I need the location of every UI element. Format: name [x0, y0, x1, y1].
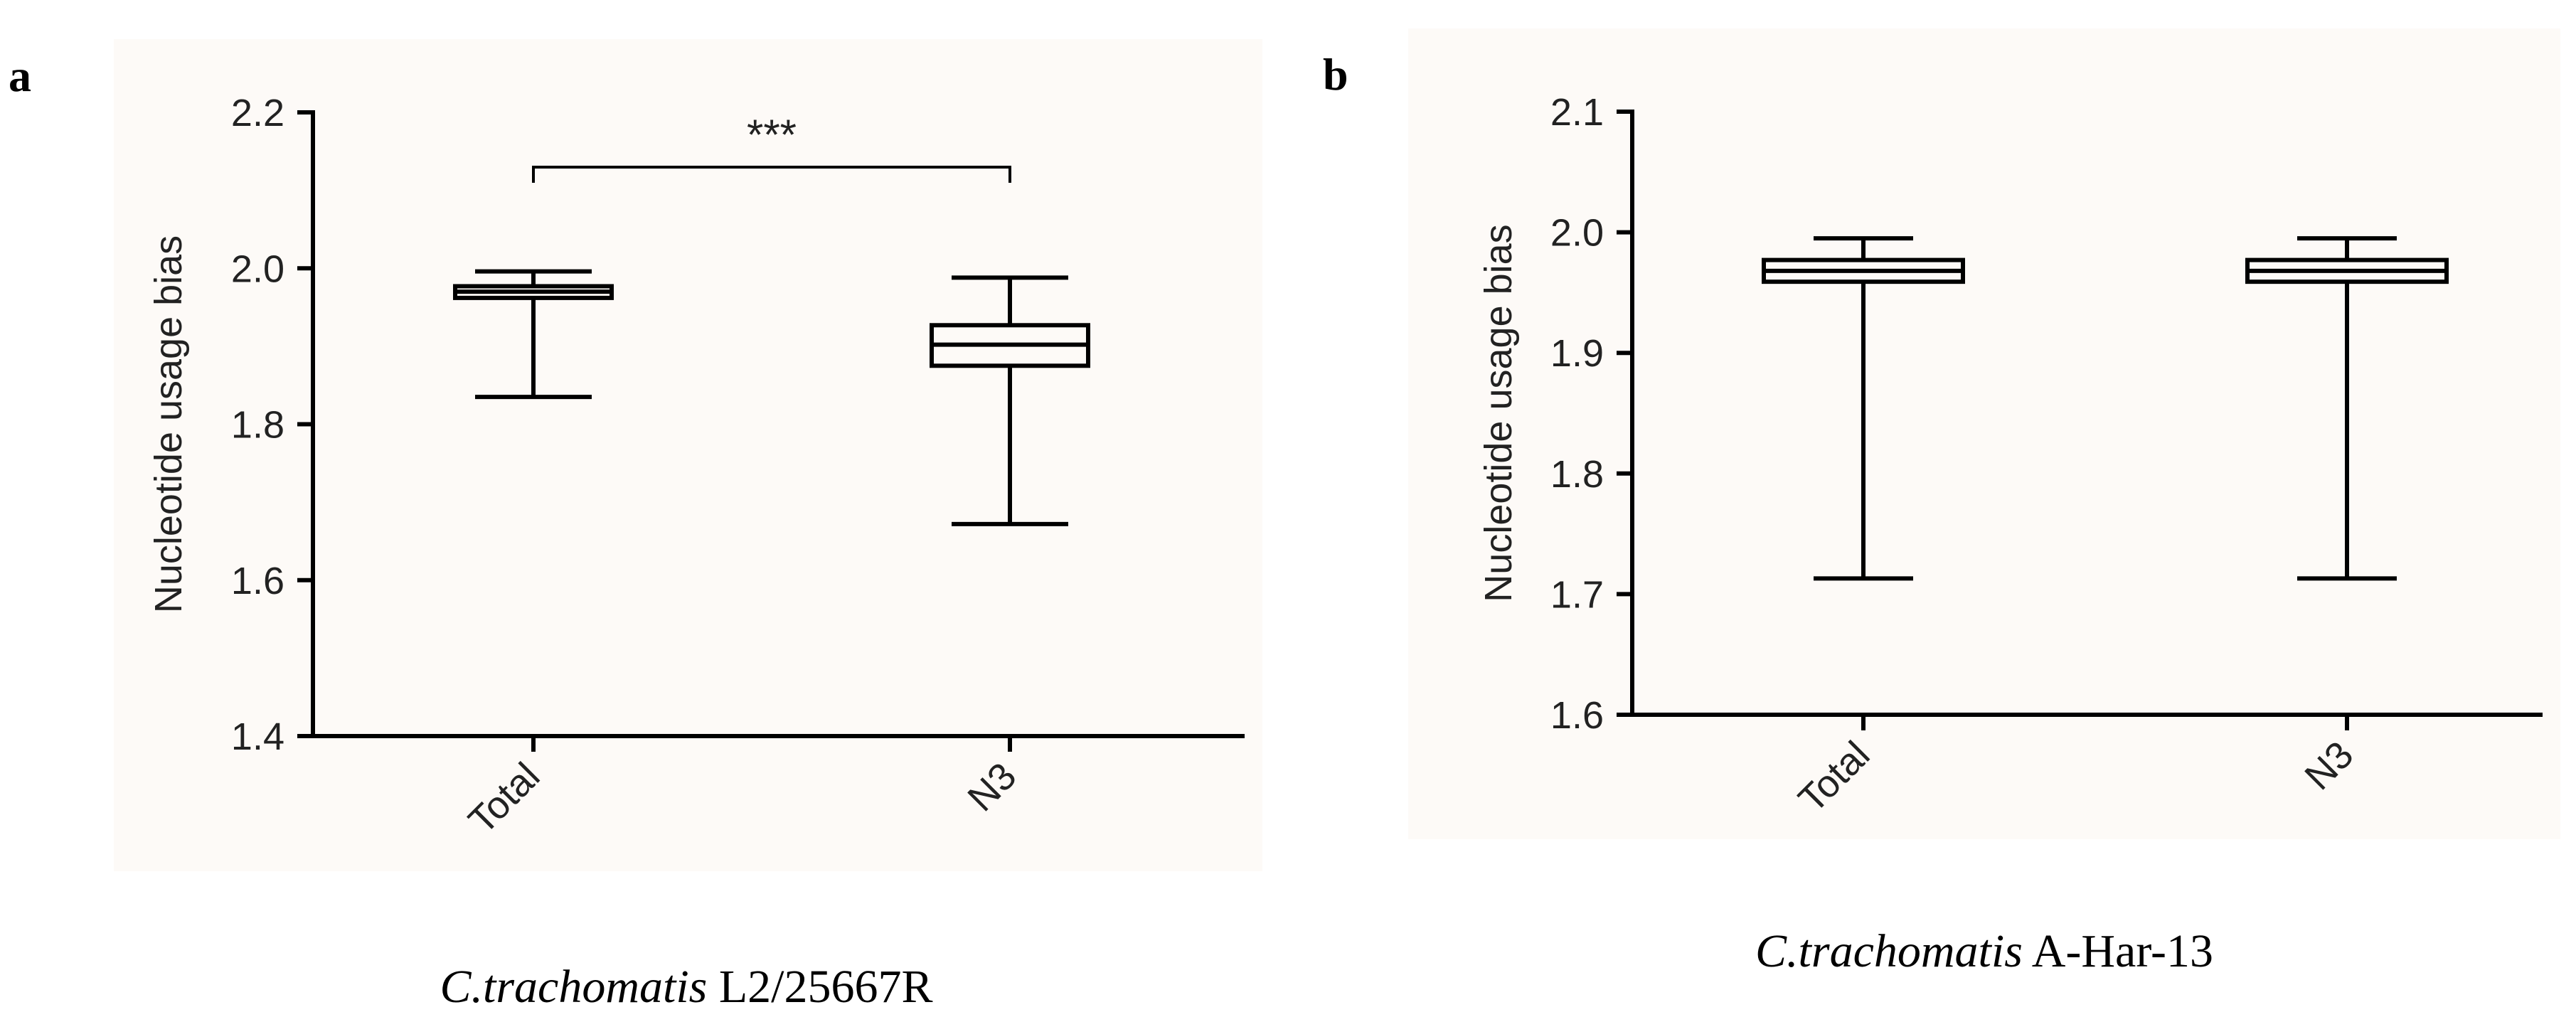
- significance-bracket: [532, 166, 1011, 183]
- panel-b-caption-species: C.trachomatis: [1755, 925, 2023, 977]
- panel-b-caption: C.trachomatis A-Har-13: [1755, 925, 2213, 979]
- panel-b-background: [1408, 28, 2560, 839]
- y-tick-label: 1.6: [231, 560, 284, 602]
- y-tick-label: 1.6: [1550, 694, 1604, 737]
- y-tick-label: 2.1: [1550, 91, 1604, 134]
- panel-b-letter: b: [1323, 49, 1348, 100]
- panel-a-background: [114, 39, 1262, 871]
- y-tick-label: 1.8: [231, 404, 284, 447]
- y-tick-label: 1.4: [231, 715, 284, 758]
- y-tick-label: 1.8: [1550, 453, 1604, 496]
- y-tick-label: 1.7: [1550, 573, 1604, 616]
- y-axis-label: Nucleotide usage bias: [147, 235, 190, 613]
- panel-a-caption-strain: L2/25667R: [718, 961, 933, 1013]
- panel-a-caption-species: C.trachomatis: [440, 961, 708, 1013]
- y-axis-label: Nucleotide usage bias: [1477, 224, 1520, 602]
- y-tick-label: 2.2: [231, 92, 284, 134]
- panel-a-letter: a: [9, 50, 31, 101]
- y-tick-label: 2.0: [231, 247, 284, 290]
- significance-label: ***: [747, 111, 797, 159]
- y-tick-label: 2.0: [1550, 212, 1604, 255]
- panel-b-caption-strain: A-Har-13: [2031, 925, 2213, 977]
- panel-a-caption: C.trachomatis L2/25667R: [440, 960, 932, 1014]
- y-tick-label: 1.9: [1550, 332, 1604, 375]
